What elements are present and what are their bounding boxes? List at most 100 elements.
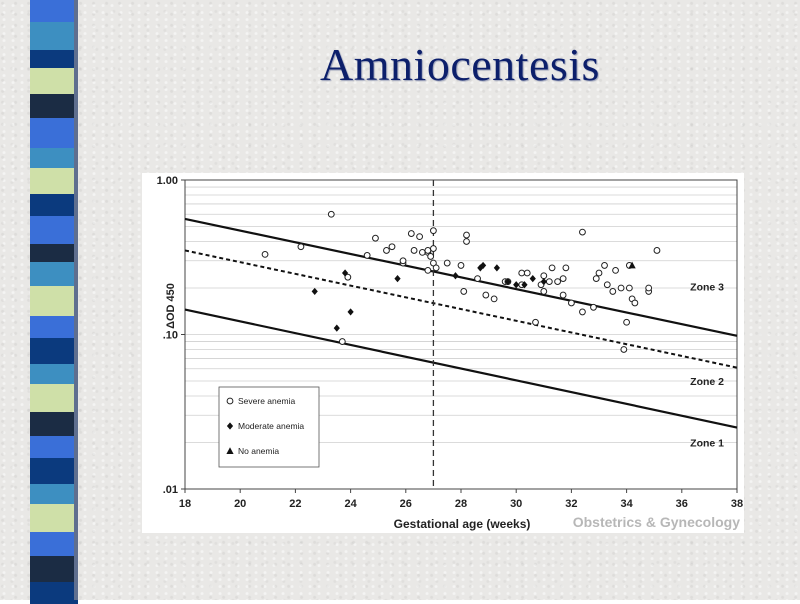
severe-anemia-point xyxy=(559,291,567,299)
severe-anemia-point xyxy=(430,227,437,235)
severe-anemia-point xyxy=(562,264,570,272)
strip-block xyxy=(30,458,78,484)
severe-anemia-point xyxy=(532,318,539,326)
legend-label: Moderate anemia xyxy=(238,421,304,431)
moderate-anemia-point xyxy=(504,277,512,286)
no-anemia-point xyxy=(628,261,636,269)
y-tick-label: .01 xyxy=(163,484,178,496)
slide-title: Amniocentesis xyxy=(320,39,600,90)
moderate-anemia-point xyxy=(347,308,354,316)
decorative-side-strip xyxy=(30,0,78,604)
x-tick-label: 26 xyxy=(400,498,412,510)
severe-anemia-point xyxy=(523,269,531,277)
strip-block xyxy=(30,436,78,458)
severe-anemia-point xyxy=(327,210,335,218)
moderate-anemia-point xyxy=(540,277,547,286)
severe-anemia-point xyxy=(430,245,437,252)
legend-label: Severe anemia xyxy=(238,396,295,406)
severe-anemia-point xyxy=(653,247,661,254)
severe-anemia-point xyxy=(416,233,424,241)
severe-anemia-point xyxy=(482,291,490,299)
strip-block xyxy=(30,194,78,216)
strip-block xyxy=(30,582,78,604)
legend: Severe anemia Moderate anemia No anemia xyxy=(218,386,320,468)
zone-label: Zone 3 xyxy=(690,281,724,293)
strip-block xyxy=(30,168,78,194)
severe-anemia-point xyxy=(623,318,631,326)
severe-anemia-point xyxy=(590,303,597,311)
strip-block xyxy=(30,262,78,286)
zone-label: Zone 1 xyxy=(690,437,724,449)
severe-anemia-point xyxy=(601,262,608,269)
strip-block xyxy=(30,118,78,148)
x-tick-label: 34 xyxy=(620,498,633,510)
severe-anemia-point xyxy=(612,266,619,274)
severe-anemia-point xyxy=(463,231,470,239)
severe-anemia-point xyxy=(548,264,556,272)
boundary-line-dashed xyxy=(184,249,738,369)
moderate-anemia-point xyxy=(521,281,528,289)
boundary-line-solid xyxy=(184,217,738,337)
strip-block xyxy=(30,556,78,582)
severe-anemia-point xyxy=(592,275,600,283)
severe-anemia-point xyxy=(518,269,526,277)
strip-block xyxy=(30,0,78,22)
x-tick-label: 20 xyxy=(234,498,246,510)
strip-block xyxy=(30,338,78,364)
moderate-anemia-point xyxy=(452,272,459,280)
severe-anemia-point xyxy=(427,253,435,260)
strip-block xyxy=(30,94,78,118)
severe-anemia-point xyxy=(432,264,440,272)
x-tick-label: 28 xyxy=(455,498,467,510)
severe-anemia-point xyxy=(399,257,407,265)
severe-anemia-point xyxy=(344,273,352,281)
severe-anemia-point xyxy=(568,299,575,307)
severe-anemia-point xyxy=(579,228,586,236)
strip-block xyxy=(30,148,78,168)
x-tick-label: 24 xyxy=(344,498,357,510)
severe-anemia-point xyxy=(410,247,418,254)
moderate-anemia-point xyxy=(513,281,520,289)
zone-labels: Zone 3 Zone 2 Zone 1 xyxy=(690,281,724,449)
x-tick-label: 32 xyxy=(565,498,577,510)
legend-marker xyxy=(226,397,234,405)
grid-layer xyxy=(185,186,737,443)
moderate-anemia-point xyxy=(493,264,500,272)
severe-anemia-point xyxy=(609,288,617,295)
watermark: Obstetrics & Gynecology xyxy=(573,514,740,530)
strip-block xyxy=(30,244,78,262)
x-tick-label: 30 xyxy=(510,498,522,510)
strip-block xyxy=(30,504,78,532)
data-points xyxy=(261,210,661,353)
zone-label: Zone 2 xyxy=(690,376,724,388)
severe-anemia-point xyxy=(579,308,586,316)
x-tick-label: 38 xyxy=(731,498,743,510)
moderate-anemia-point xyxy=(529,275,536,283)
severe-anemia-point xyxy=(457,262,465,269)
severe-anemia-point xyxy=(463,238,470,245)
legend-box xyxy=(218,386,320,468)
moderate-anemia-point xyxy=(394,275,401,283)
severe-anemia-point xyxy=(545,278,553,285)
severe-anemia-point xyxy=(540,272,548,280)
severe-anemia-point xyxy=(388,243,396,251)
severe-anemia-point xyxy=(474,275,481,283)
strip-block xyxy=(30,412,78,436)
x-axis-label: Gestational age (weeks) xyxy=(394,517,531,531)
strip-block xyxy=(30,484,78,504)
strip-block xyxy=(30,68,78,94)
x-tick-label: 22 xyxy=(289,498,301,510)
severe-anemia-point xyxy=(338,338,346,345)
severe-anemia-point xyxy=(554,278,562,285)
axis-layer: 18 20 22 24 26 28 30 32 34 36 38 1.00 .10 .01 xyxy=(157,175,744,510)
strip-block xyxy=(30,286,78,316)
severe-anemia-point xyxy=(460,288,468,295)
legend-label: No anemia xyxy=(238,446,279,456)
y-tick-label: .10 xyxy=(163,330,178,342)
severe-anemia-point xyxy=(424,247,432,254)
severe-anemia-point xyxy=(645,284,653,292)
moderate-anemia-point xyxy=(311,287,318,296)
chart-svg: 18 20 22 24 26 28 30 32 34 36 381.00.10.01 Zone 3Z… xyxy=(157,175,744,531)
severe-anemia-point xyxy=(297,243,305,251)
